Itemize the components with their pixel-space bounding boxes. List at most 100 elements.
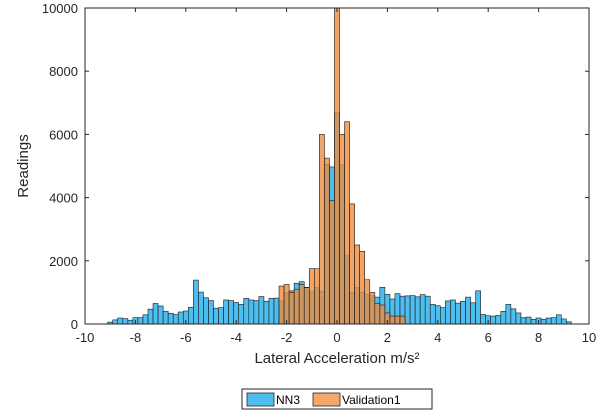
y-tick-label: 4000	[49, 191, 78, 206]
nn3-bar-3	[122, 318, 129, 325]
nn3-bar-2	[117, 317, 124, 325]
x-tick-label: -2	[281, 330, 293, 345]
y-tick-label: 2000	[49, 254, 78, 269]
validation1-bar-6	[308, 268, 315, 325]
nn3-bar-30	[258, 296, 265, 325]
nn3-bar-22	[218, 307, 224, 325]
legend[interactable]: NN3 Validation1	[241, 388, 433, 410]
nn3-bar-60	[409, 295, 416, 325]
nn3-bar-86	[540, 318, 547, 325]
validation1-bar-20	[379, 304, 386, 325]
nn3-bar-78	[500, 311, 507, 325]
nn3-bar-16	[188, 306, 194, 325]
nn3-bar-24	[228, 300, 234, 325]
nn3-bar-4	[127, 319, 134, 325]
nn3-bar-59	[404, 295, 411, 325]
nn3-bar-84	[530, 318, 537, 325]
nn3-bar-14	[177, 311, 184, 325]
legend-swatch-validation1	[312, 392, 341, 407]
nn3-bar-21	[213, 307, 219, 325]
nn3-bar-23	[223, 299, 229, 325]
x-tick-label: 2	[384, 330, 391, 345]
nn3-bar-72	[470, 302, 476, 325]
nn3-bar-11	[162, 311, 169, 325]
nn3-bar-9	[152, 303, 159, 325]
validation1-bar-13	[344, 121, 350, 325]
validation1-bar-7	[314, 268, 320, 325]
validation1-bar-15	[354, 244, 360, 325]
validation1-bar-3	[293, 288, 300, 325]
nn3-bar-74	[480, 314, 486, 325]
nn3-bar-77	[495, 315, 502, 325]
validation1-bar-9	[324, 157, 330, 325]
validation1-bar-8	[319, 134, 325, 325]
validation1-bar-12	[339, 134, 345, 325]
plot-area: -10 -8 -6 -4 -2 0 2 4 6 8 10 0 2000 4000 6000 8000 1000…	[42, 1, 596, 345]
validation1-bar-5	[303, 287, 310, 325]
nn3-bar-66	[440, 307, 446, 325]
validation1-bar-2	[288, 292, 295, 325]
x-tick-label: -4	[230, 330, 242, 345]
nn3-bar-69	[455, 302, 461, 325]
legend-swatch-nn3	[246, 392, 275, 407]
nn3-bar-81	[515, 312, 522, 325]
x-axis-ticks: -10 -8 -6 -4 -2 0 2 4 6 8 10	[76, 8, 596, 345]
nn3-bar-26	[238, 304, 245, 325]
validation1-bar-17	[364, 279, 371, 325]
x-tick-label: -8	[130, 330, 142, 345]
nn3-bar-19	[203, 297, 209, 325]
legend-label-nn3: NN3	[276, 393, 300, 407]
validation1-bar-0	[278, 285, 285, 325]
y-tick-label: 0	[71, 317, 78, 332]
validation1-bar-19	[374, 303, 381, 325]
validation1-bar-10	[329, 200, 335, 325]
nn3-bar-7	[142, 314, 149, 325]
nn3-bar-18	[198, 291, 204, 325]
nn3-bar-12	[167, 312, 174, 325]
nn3-bar-80	[510, 308, 517, 325]
validation1-bar-1	[283, 284, 290, 325]
nn3-bar-1	[112, 319, 119, 325]
y-tick-label: 10000	[42, 1, 78, 16]
nn3-bar-71	[465, 296, 471, 325]
nn3-bar-83	[525, 316, 532, 325]
nn3-bar-90	[560, 318, 567, 325]
x-tick-label: 8	[535, 330, 542, 345]
y-axis-title: Readings	[15, 134, 32, 197]
nn3-bar-8	[147, 308, 154, 325]
nn3-bar-64	[429, 304, 436, 325]
validation1-bar-23	[394, 315, 401, 325]
nn3-bar-28	[248, 299, 255, 325]
validation1-bar-18	[369, 292, 376, 325]
nn3-bar-67	[445, 300, 451, 325]
validation1-bar-11	[334, 7, 340, 325]
nn3-bar-10	[157, 305, 164, 325]
nn3-bar-70	[460, 300, 466, 325]
y-tick-label: 6000	[49, 127, 78, 142]
nn3-bar-82	[520, 317, 527, 325]
nn3-bar-62	[419, 294, 426, 325]
validation1-bar-22	[389, 315, 396, 325]
validation1-bar-14	[349, 203, 355, 325]
nn3-bar-13	[172, 314, 179, 325]
nn3-bar-79	[505, 304, 512, 325]
nn3-bar-32	[268, 298, 275, 325]
nn3-bar-6	[137, 317, 144, 325]
x-axis-title: Lateral Acceleration m/s²	[254, 350, 419, 367]
nn3-bar-27	[243, 298, 250, 325]
y-tick-label: 8000	[49, 64, 78, 79]
nn3-bar-29	[253, 300, 260, 325]
x-tick-label: -10	[76, 330, 95, 345]
validation1-bar-16	[359, 251, 366, 325]
nn3-bar-88	[550, 317, 557, 325]
validation1-bar-24	[399, 315, 406, 325]
nn3-bar-87	[545, 317, 552, 325]
nn3-bar-76	[490, 315, 497, 325]
legend-label-validation1: Validation1	[342, 393, 401, 407]
validation1-bar-4	[298, 284, 305, 325]
nn3-bar-33	[273, 297, 280, 325]
x-tick-label: 6	[485, 330, 492, 345]
y-axis-ticks: 0 2000 4000 6000 8000 10000	[42, 1, 589, 332]
nn3-bar-61	[414, 296, 421, 325]
x-tick-label: 0	[333, 330, 340, 345]
